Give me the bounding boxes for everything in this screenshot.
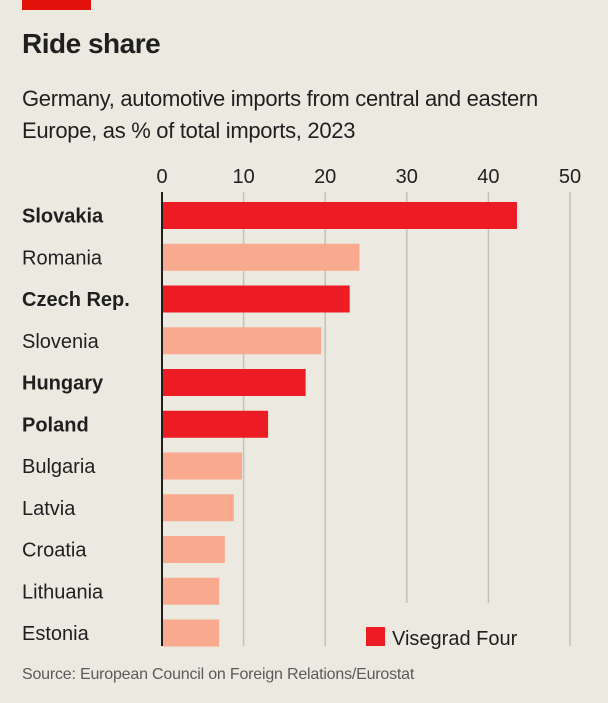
category-label-romania: Romania [22, 247, 103, 269]
x-tick-label-50: 50 [559, 166, 581, 188]
legend-swatch-visegrad-four [366, 627, 385, 646]
category-label-estonia: Estonia [22, 623, 90, 645]
bar-latvia [162, 494, 234, 522]
category-label-croatia: Croatia [22, 540, 87, 562]
brand-accent-bar [22, 0, 91, 10]
category-label-bulgaria: Bulgaria [22, 456, 96, 478]
x-tick-label-0: 0 [156, 166, 167, 188]
x-tick-label-40: 40 [477, 166, 499, 188]
bar-romania [162, 243, 360, 271]
category-label-czech-rep: Czech Rep. [22, 289, 130, 311]
x-tick-label-30: 30 [396, 166, 418, 188]
bar-lithuania [162, 577, 220, 605]
bar-slovenia [162, 327, 322, 355]
bar-slovakia [162, 202, 517, 229]
category-label-lithuania: Lithuania [22, 581, 104, 603]
chart-subtitle: Germany, automotive imports from central… [22, 86, 538, 143]
bar-croatia [162, 536, 225, 563]
legend-label-visegrad-four: Visegrad Four [392, 628, 518, 650]
category-label-poland: Poland [22, 414, 89, 436]
bar-bulgaria [162, 452, 242, 480]
bar-czech-rep [162, 285, 350, 313]
category-label-latvia: Latvia [22, 498, 76, 520]
bars [162, 202, 517, 647]
x-tick-label-10: 10 [232, 166, 254, 188]
category-label-slovenia: Slovenia [22, 331, 100, 353]
x-tick-label-20: 20 [314, 166, 336, 188]
x-axis-ticks: 0 10 20 30 40 50 [156, 166, 581, 188]
bar-hungary [162, 369, 306, 396]
chart-title: Ride share [22, 28, 161, 59]
bar-poland [162, 410, 269, 438]
legend: Visegrad Four [366, 627, 518, 650]
bar-estonia [162, 619, 220, 647]
category-label-hungary: Hungary [22, 373, 104, 395]
category-label-slovakia: Slovakia [22, 206, 104, 228]
category-labels: Slovakia Romania Czech Rep. Slovenia Hungary… [22, 206, 130, 646]
source-note: Source: European Council on Foreign Rela… [22, 666, 415, 683]
